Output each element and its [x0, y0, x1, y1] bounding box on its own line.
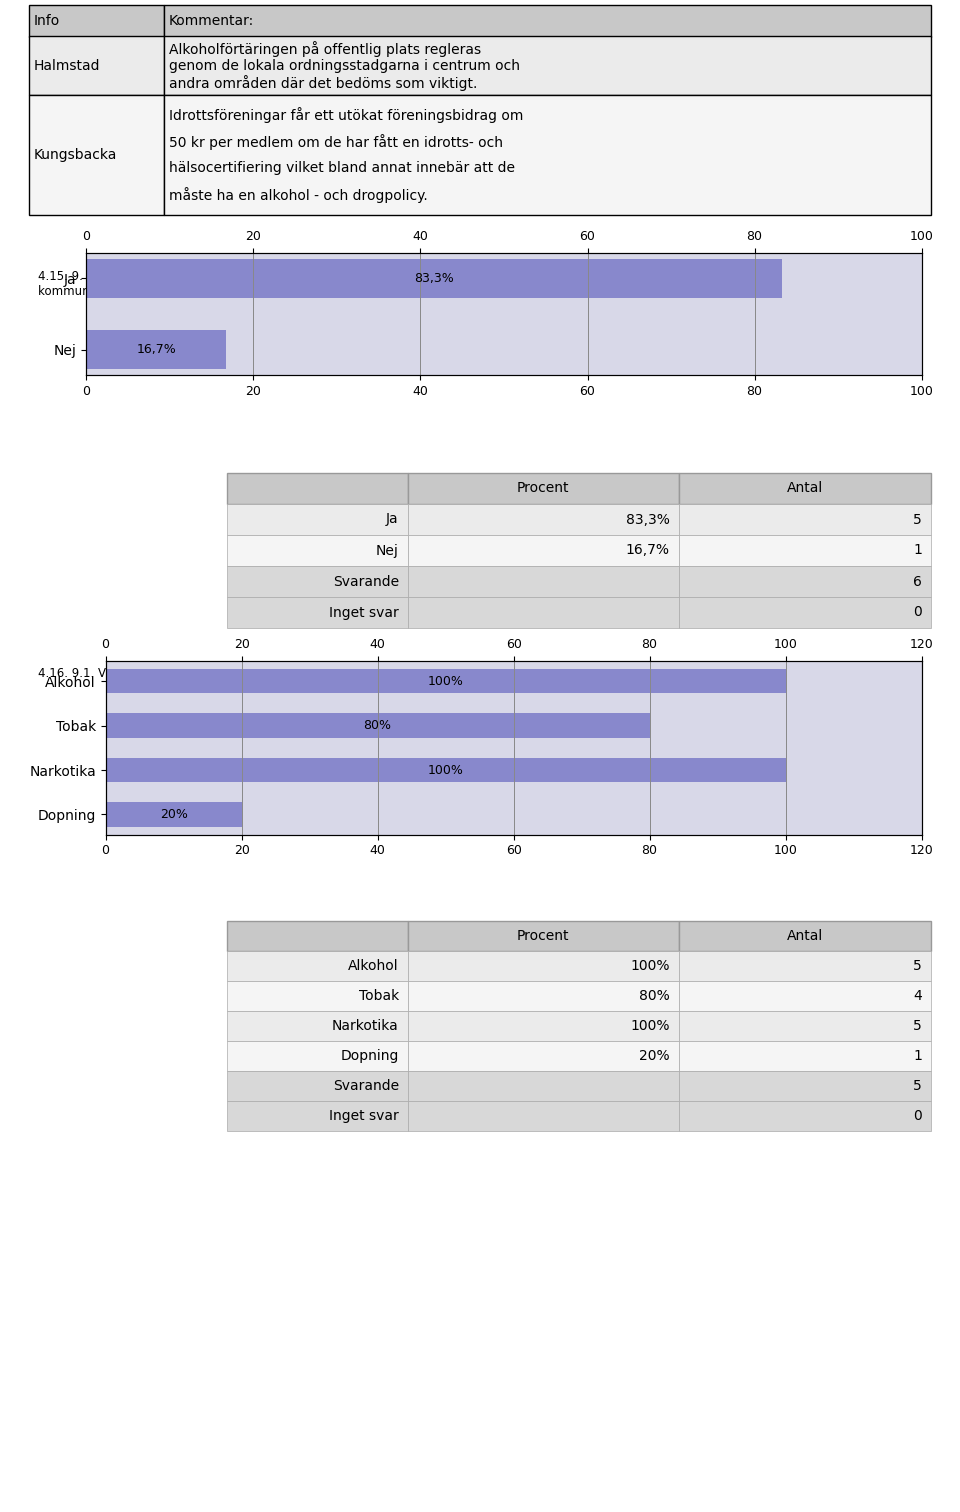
Bar [106, 758, 785, 782]
Text: 4: 4 [913, 989, 923, 1002]
Bar [408, 1040, 679, 1070]
Bar [86, 259, 782, 298]
Bar [228, 535, 408, 565]
Bar [408, 951, 679, 981]
Bar [408, 1101, 679, 1131]
Bar [408, 535, 679, 565]
Text: Idrottsföreningar får ett utökat föreningsbidrag om: Idrottsföreningar får ett utökat förenin… [169, 107, 523, 122]
Bar [408, 503, 679, 535]
Bar [408, 921, 679, 951]
Text: Alkohol: Alkohol [348, 959, 398, 974]
Text: 50 kr per medlem om de har fått en idrotts- och: 50 kr per medlem om de har fått en idrot… [169, 135, 503, 150]
Bar [106, 668, 785, 694]
Bar [86, 330, 226, 369]
Bar [164, 36, 931, 95]
Bar [29, 36, 164, 95]
Text: 20%: 20% [159, 807, 187, 821]
Bar [164, 5, 931, 36]
Bar [408, 1012, 679, 1040]
Text: Info: Info [34, 14, 60, 27]
Text: Antal: Antal [787, 481, 823, 496]
Text: måste ha en alkohol - och drogpolicy.: måste ha en alkohol - och drogpolicy. [169, 187, 427, 203]
Text: Antal: Antal [787, 928, 823, 943]
Bar [228, 951, 408, 981]
Bar [679, 921, 931, 951]
Text: 1: 1 [913, 543, 923, 558]
Text: 20%: 20% [638, 1049, 669, 1063]
Text: 5: 5 [913, 959, 923, 974]
Text: Svarande: Svarande [333, 1080, 398, 1093]
Bar [679, 951, 931, 981]
Text: 4.16. 9.1. Vilka av följande områden omfattades av policyn under 2012?: 4.16. 9.1. Vilka av följande områden omf… [37, 667, 466, 680]
Text: genom de lokala ordningsstadgarna i centrum och: genom de lokala ordningsstadgarna i cent… [169, 59, 519, 73]
Text: 0: 0 [913, 605, 923, 620]
Text: 100%: 100% [427, 674, 464, 688]
Text: Ja: Ja [386, 513, 398, 526]
Bar [679, 473, 931, 503]
Text: Svarande: Svarande [333, 575, 398, 588]
Bar [106, 803, 242, 827]
Text: 5: 5 [913, 513, 923, 526]
Bar [228, 503, 408, 535]
Bar [29, 95, 164, 215]
Bar [228, 921, 408, 951]
Bar [228, 473, 408, 503]
Text: hälsocertifiering vilket bland annat innebär att de: hälsocertifiering vilket bland annat inn… [169, 162, 515, 175]
Bar [408, 597, 679, 627]
Bar [228, 981, 408, 1012]
Bar [679, 981, 931, 1012]
Text: 83,3%: 83,3% [415, 272, 454, 284]
Bar [106, 714, 650, 738]
Text: 100%: 100% [427, 764, 464, 777]
Bar [679, 1040, 931, 1070]
Bar [679, 597, 931, 627]
Bar [679, 535, 931, 565]
Bar [408, 1070, 679, 1101]
Text: Nej: Nej [376, 543, 398, 558]
Text: 1: 1 [913, 1049, 923, 1063]
Bar [408, 473, 679, 503]
Text: Tobak: Tobak [358, 989, 398, 1002]
Text: 4.15. 9. Hade kommunen under 2012 en policy som inkluderade det ANDT-förebyggand: 4.15. 9. Hade kommunen under 2012 en pol… [37, 269, 640, 298]
Text: 6: 6 [913, 575, 923, 588]
Text: 5: 5 [913, 1019, 923, 1033]
Text: 100%: 100% [630, 959, 669, 974]
Text: Narkotika: Narkotika [332, 1019, 398, 1033]
Text: Inget svar: Inget svar [329, 605, 398, 620]
Bar [164, 95, 931, 215]
Text: Procent: Procent [516, 481, 569, 496]
Bar [408, 981, 679, 1012]
Bar [679, 503, 931, 535]
Text: andra områden där det bedöms som viktigt.: andra områden där det bedöms som viktigt… [169, 74, 477, 91]
Bar [408, 565, 679, 597]
Bar [228, 1012, 408, 1040]
Text: 16,7%: 16,7% [626, 543, 669, 558]
Bar [228, 1070, 408, 1101]
Text: 16,7%: 16,7% [136, 343, 176, 357]
Bar [228, 1040, 408, 1070]
Text: 0: 0 [913, 1108, 923, 1123]
Bar [228, 1101, 408, 1131]
Text: 5: 5 [913, 1080, 923, 1093]
Bar [679, 1101, 931, 1131]
Bar [679, 1012, 931, 1040]
Text: Alkoholförtäringen på offentlig plats regleras: Alkoholförtäringen på offentlig plats re… [169, 41, 481, 57]
Text: 80%: 80% [364, 720, 392, 732]
Bar [679, 565, 931, 597]
Text: Kommentar:: Kommentar: [169, 14, 254, 27]
Text: Inget svar: Inget svar [329, 1108, 398, 1123]
Bar [228, 565, 408, 597]
Text: 80%: 80% [638, 989, 669, 1002]
Text: Procent: Procent [516, 928, 569, 943]
Text: Kungsbacka: Kungsbacka [34, 148, 117, 162]
Text: 83,3%: 83,3% [626, 513, 669, 526]
Bar [228, 597, 408, 627]
Bar [29, 5, 164, 36]
Text: Dopning: Dopning [341, 1049, 398, 1063]
Text: Halmstad: Halmstad [34, 59, 100, 73]
Bar [679, 1070, 931, 1101]
Text: 100%: 100% [630, 1019, 669, 1033]
